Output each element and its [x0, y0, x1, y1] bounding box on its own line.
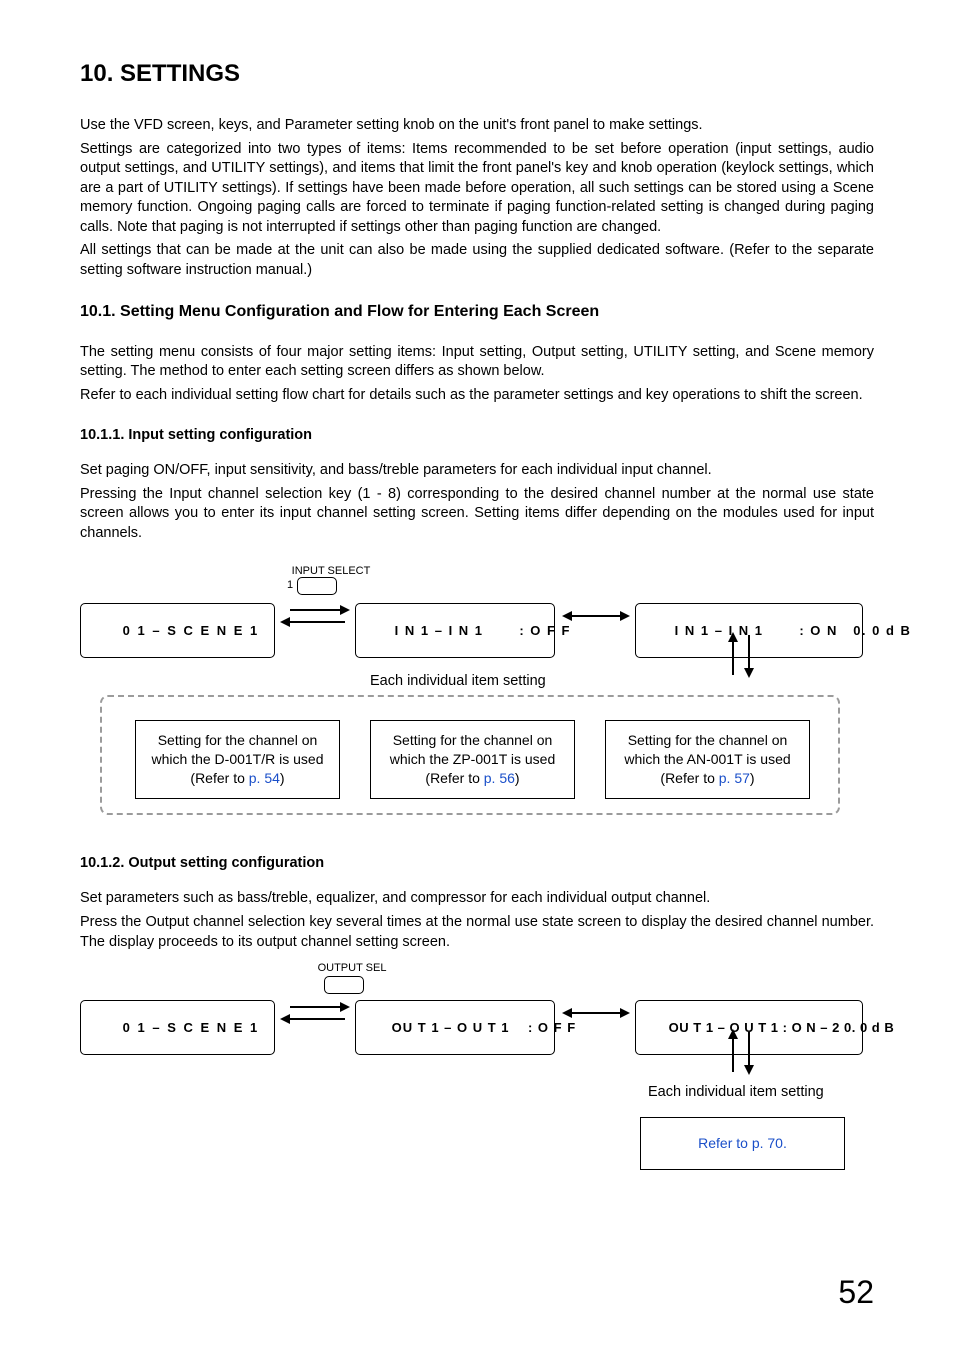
arrow-1-2-top-head — [340, 605, 350, 615]
v-arrow-dn-line — [748, 635, 750, 670]
refbox-zp001-link[interactable]: p. 56 — [484, 770, 515, 786]
arrow-b-2-3 — [570, 1012, 625, 1014]
v-arrow-b-up-line — [732, 1037, 734, 1072]
screen-in1-on-text: I N 1 – I N 1 : O N 0. 0 d B — [675, 623, 912, 638]
s1011-p2: Pressing the Input channel selection key… — [80, 485, 874, 544]
refbox-d001: Setting for the channel on which the D-0… — [135, 720, 340, 799]
input-flow-diagram: INPUT SELECT 1 0 1 – S C E N E 1 I N 1 –… — [80, 565, 874, 835]
arrow-2-3-r — [620, 611, 630, 621]
page: 10. SETTINGS Use the VFD screen, keys, a… — [0, 0, 954, 1351]
screen-out1-off-text: OU T 1 – O U T 1 : O F F — [392, 1020, 576, 1035]
refbox-zp001-pre: (Refer to — [425, 770, 483, 786]
arrow-1-2-bot — [290, 621, 345, 623]
section-10-1-2-heading: 10.1.2. Output setting configuration — [80, 855, 874, 871]
v-arrow-b-dn-line — [748, 1032, 750, 1067]
chapter-title: 10. SETTINGS — [80, 60, 874, 88]
section-10-1-body: The setting menu consists of four major … — [80, 343, 874, 406]
v-arrow-dn-head — [744, 668, 754, 678]
refbox-d001-l2: which the D-001T/R is used — [152, 751, 324, 767]
input-select-num: 1 — [284, 579, 296, 591]
screen-in1-off: I N 1 – I N 1 : O F F — [355, 603, 555, 658]
arrow-b-1-2-top-head — [340, 1002, 350, 1012]
section-10-1-1-body: Set paging ON/OFF, input sensitivity, an… — [80, 461, 874, 543]
refbox-an001-l1: Setting for the channel on — [628, 732, 788, 748]
each-item-caption-b: Each individual item setting — [648, 1084, 824, 1100]
arrow-b-2-3-r — [620, 1008, 630, 1018]
screen-scene1-text: 0 1 – S C E N E 1 — [123, 623, 260, 638]
arrow-b-1-2-bot — [290, 1018, 345, 1020]
each-item-caption: Each individual item setting — [370, 673, 546, 689]
screen-out1-off: OU T 1 – O U T 1 : O F F — [355, 1000, 555, 1055]
refbox-an001-link[interactable]: p. 57 — [719, 770, 750, 786]
arrow-2-3 — [570, 615, 625, 617]
refbox-d001-pre: (Refer to — [190, 770, 248, 786]
arrow-2-3-l — [562, 611, 572, 621]
v-arrow-b-dn-head — [744, 1065, 754, 1075]
intro-p1: Use the VFD screen, keys, and Parameter … — [80, 116, 874, 136]
input-select-label: INPUT SELECT — [286, 565, 376, 577]
s1011-p1: Set paging ON/OFF, input sensitivity, an… — [80, 461, 874, 481]
refbox-d001-l1: Setting for the channel on — [158, 732, 318, 748]
refbox-an001-l2: which the AN-001T is used — [624, 751, 790, 767]
refbox-zp001-suf: ) — [515, 770, 520, 786]
arrow-1-2-top — [290, 609, 345, 611]
refbox-d001-link[interactable]: p. 54 — [249, 770, 280, 786]
input-select-keycap — [297, 577, 337, 595]
intro-p2: Settings are categorized into two types … — [80, 140, 874, 238]
arrow-b-1-2-bot-head — [280, 1014, 290, 1024]
section-10-1-heading: 10.1. Setting Menu Configuration and Flo… — [80, 303, 874, 321]
section-10-1-1-heading: 10.1.1. Input setting configuration — [80, 427, 874, 443]
arrow-b-1-2-top — [290, 1006, 345, 1008]
s101-p1: The setting menu consists of four major … — [80, 343, 874, 382]
refbox-zp001: Setting for the channel on which the ZP-… — [370, 720, 575, 799]
page-number: 52 — [838, 1274, 874, 1311]
refbox-an001-pre: (Refer to — [660, 770, 718, 786]
refbox-p70: Refer to p. 70. — [640, 1117, 845, 1170]
screen-out1-on-text: OU T 1 – O U T 1 : O N – 2 0. 0 d B — [669, 1020, 895, 1035]
v-arrow-b-up-head — [728, 1029, 738, 1039]
output-flow-diagram: OUTPUT SEL 0 1 – S C E N E 1 OU T 1 – O … — [80, 962, 874, 1222]
s1012-p1: Set parameters such as bass/treble, equa… — [80, 889, 874, 909]
s101-p2: Refer to each individual setting flow ch… — [80, 386, 874, 406]
screen-scene1: 0 1 – S C E N E 1 — [80, 603, 275, 658]
screen-in1-off-text: I N 1 – I N 1 : O F F — [395, 623, 571, 638]
section-10-1-2-body: Set parameters such as bass/treble, equa… — [80, 889, 874, 952]
v-arrow-up-head — [728, 632, 738, 642]
s1012-p2: Press the Output channel selection key s… — [80, 913, 874, 952]
refbox-an001: Setting for the channel on which the AN-… — [605, 720, 810, 799]
screen-scene1-b: 0 1 – S C E N E 1 — [80, 1000, 275, 1055]
output-sel-keycap — [324, 976, 364, 994]
v-arrow-up-line — [732, 640, 734, 675]
arrow-1-2-bot-head — [280, 617, 290, 627]
intro-p3: All settings that can be made at the uni… — [80, 241, 874, 280]
arrow-b-2-3-l — [562, 1008, 572, 1018]
refbox-p70-link[interactable]: Refer to p. 70. — [698, 1135, 787, 1151]
refbox-d001-suf: ) — [280, 770, 285, 786]
screen-scene1-b-text: 0 1 – S C E N E 1 — [123, 1020, 260, 1035]
output-sel-label: OUTPUT SEL — [312, 962, 392, 974]
refbox-an001-suf: ) — [750, 770, 755, 786]
refbox-zp001-l2: which the ZP-001T is used — [390, 751, 556, 767]
refbox-zp001-l1: Setting for the channel on — [393, 732, 553, 748]
intro-block: Use the VFD screen, keys, and Parameter … — [80, 116, 874, 281]
